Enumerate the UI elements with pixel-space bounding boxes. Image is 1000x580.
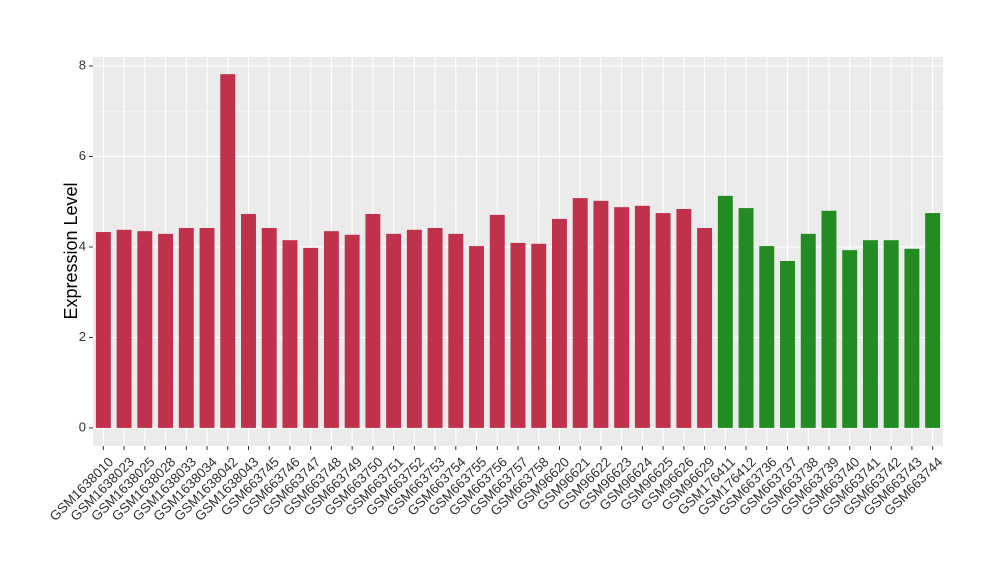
bar [780, 260, 795, 428]
bar [655, 213, 671, 428]
bar [365, 213, 381, 428]
bar [800, 233, 816, 428]
bar [738, 208, 754, 428]
bar [531, 243, 547, 428]
bar [717, 195, 733, 428]
y-tick-label: 4 [79, 238, 86, 253]
bar [614, 207, 630, 428]
bar [510, 242, 526, 428]
bar [634, 205, 650, 428]
bar [469, 246, 484, 428]
bar [178, 227, 194, 428]
bar [552, 218, 567, 428]
bar [593, 200, 609, 428]
bar [821, 210, 837, 428]
bar [323, 231, 339, 428]
bar [261, 227, 277, 428]
y-axis-label: Expression Level [61, 182, 81, 319]
y-tick-label: 0 [79, 419, 86, 434]
bar [116, 229, 132, 428]
bar [862, 240, 878, 428]
y-tick-label: 2 [79, 329, 86, 344]
bar [676, 208, 692, 428]
bar [344, 234, 360, 428]
bar [303, 247, 319, 428]
y-tick-label: 8 [79, 57, 86, 72]
y-tick-label: 6 [79, 148, 86, 163]
bar [406, 229, 422, 428]
bar [95, 232, 111, 428]
bar [842, 250, 858, 428]
bar [572, 198, 588, 428]
bar [386, 233, 402, 428]
bar [489, 214, 505, 428]
bar [697, 227, 713, 428]
bar [282, 240, 298, 428]
bar [759, 246, 775, 428]
bar [925, 213, 941, 428]
bar [220, 74, 236, 428]
bar [241, 213, 256, 428]
bar [883, 240, 899, 428]
bar [199, 227, 215, 428]
bar [904, 248, 920, 428]
bar [448, 233, 464, 428]
bar [427, 227, 443, 428]
bar [158, 233, 174, 428]
bar [137, 231, 153, 428]
